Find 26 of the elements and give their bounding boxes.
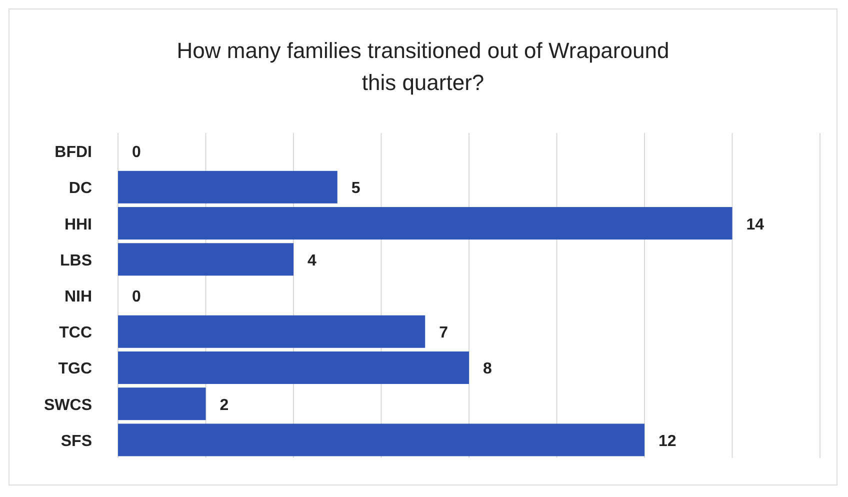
y-tick-label: TGC: [58, 360, 92, 378]
y-tick-label: DC: [68, 180, 92, 198]
data-label: 12: [658, 432, 676, 450]
data-label: 8: [483, 360, 492, 378]
chart-title: How many families transitioned out of Wraparound this quarter?: [176, 38, 670, 95]
bar: [118, 207, 732, 240]
bar: [118, 424, 644, 456]
y-tick-label: HHI: [64, 216, 92, 234]
y-tick-label: SWCS: [44, 396, 92, 414]
bar: [118, 315, 426, 348]
bar: [118, 351, 469, 384]
bar: [118, 170, 338, 204]
y-tick-label: NIH: [64, 288, 92, 306]
bar: [118, 388, 206, 420]
bar: [118, 243, 294, 276]
y-tick-label: LBS: [60, 252, 92, 270]
data-label: 4: [308, 252, 316, 270]
data-label: 5: [351, 180, 360, 198]
y-tick-label: BFDI: [54, 144, 92, 162]
y-tick-label: SFS: [60, 432, 92, 450]
data-label: 0: [132, 144, 141, 162]
y-tick-label: TCC: [59, 324, 92, 342]
data-label: 2: [220, 396, 229, 414]
data-label: 7: [439, 324, 448, 342]
data-label: 0: [132, 288, 141, 306]
data-label: 14: [746, 216, 764, 234]
